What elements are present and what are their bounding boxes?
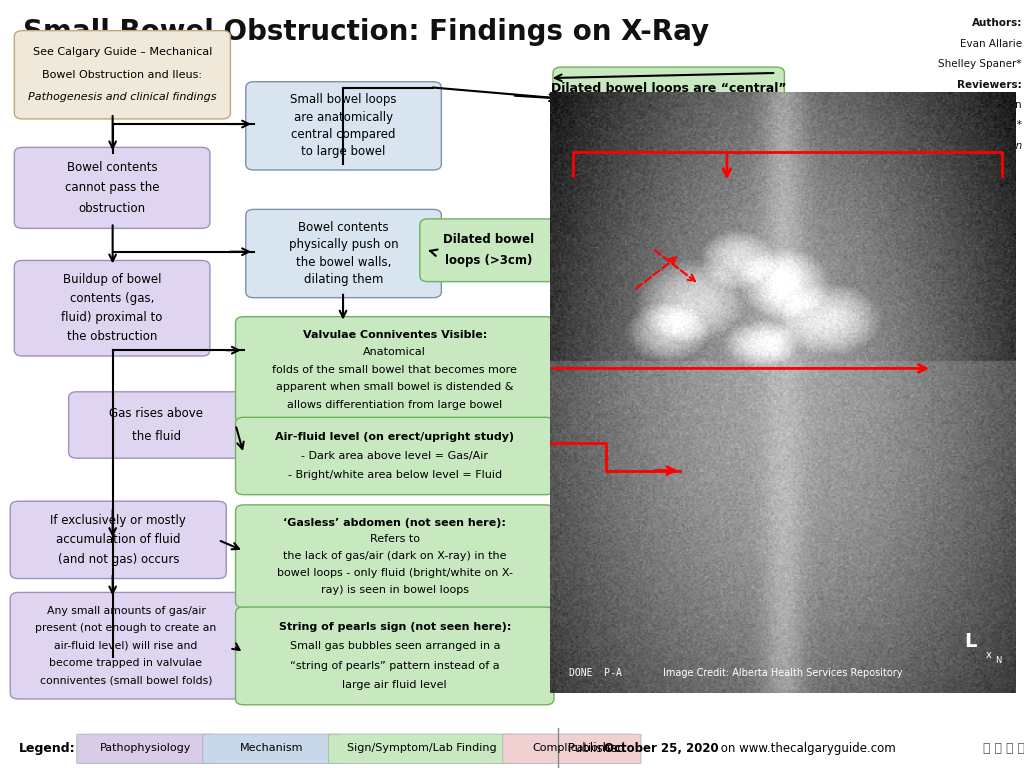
Text: Davis Maclean: Davis Maclean [946, 100, 1022, 110]
Text: bowel loops - only fluid (bright/white on X-: bowel loops - only fluid (bright/white o… [276, 568, 513, 578]
Text: Ⓒ ⓔ Ⓢ ⓞ: Ⓒ ⓔ Ⓢ ⓞ [983, 742, 1024, 754]
Text: x: x [985, 650, 991, 660]
FancyBboxPatch shape [77, 734, 215, 763]
Text: ‘Gasless’ abdomen (not seen here):: ‘Gasless’ abdomen (not seen here): [284, 518, 506, 528]
FancyBboxPatch shape [69, 392, 244, 458]
Text: the bowel walls,: the bowel walls, [296, 256, 391, 269]
Text: accumulation of fluid: accumulation of fluid [56, 534, 180, 546]
Text: to large bowel: to large bowel [301, 145, 386, 158]
Text: air-fluid level) will rise and: air-fluid level) will rise and [54, 641, 198, 650]
FancyBboxPatch shape [14, 31, 230, 119]
FancyBboxPatch shape [14, 260, 210, 356]
Text: - Bright/white area below level = Fluid: - Bright/white area below level = Fluid [288, 470, 502, 480]
Text: Any small amounts of gas/air: Any small amounts of gas/air [46, 605, 206, 616]
Text: Pathophysiology: Pathophysiology [100, 743, 191, 753]
FancyBboxPatch shape [503, 734, 641, 763]
FancyBboxPatch shape [553, 67, 784, 131]
Text: “string of pearls” pattern instead of a: “string of pearls” pattern instead of a [290, 660, 500, 670]
Text: on www.thecalgaryguide.com: on www.thecalgaryguide.com [717, 742, 896, 754]
Text: Yan Yu*: Yan Yu* [984, 121, 1022, 131]
FancyBboxPatch shape [236, 316, 554, 423]
Text: Small bowel loops: Small bowel loops [290, 93, 397, 106]
FancyBboxPatch shape [203, 734, 341, 763]
Text: Gas rises above: Gas rises above [110, 407, 203, 420]
Text: cannot pass the: cannot pass the [65, 181, 160, 194]
Text: are anatomically: are anatomically [294, 111, 393, 124]
Text: Published: Published [568, 742, 629, 754]
Text: present (not enough to create an: present (not enough to create an [35, 623, 217, 633]
Text: Air-fluid level (on erect/upright study): Air-fluid level (on erect/upright study) [275, 432, 514, 442]
FancyBboxPatch shape [10, 502, 226, 578]
Text: large air fluid level: large air fluid level [342, 680, 447, 690]
Text: Pathogenesis and clinical findings: Pathogenesis and clinical findings [28, 92, 217, 102]
Text: (and not gas) occurs: (and not gas) occurs [57, 553, 179, 566]
FancyBboxPatch shape [10, 592, 242, 699]
FancyBboxPatch shape [329, 734, 515, 763]
Text: Legend:: Legend: [18, 742, 75, 754]
Text: Bowel contents: Bowel contents [298, 221, 389, 234]
Text: physically push on: physically push on [289, 238, 398, 251]
Text: loops (>3cm): loops (>3cm) [444, 254, 532, 267]
Text: Evan Allarie: Evan Allarie [959, 38, 1022, 48]
Text: Small Bowel Obstruction: Findings on X-Ray: Small Bowel Obstruction: Findings on X-R… [23, 18, 709, 46]
Text: See Calgary Guide – Mechanical: See Calgary Guide – Mechanical [33, 48, 212, 58]
Text: DONE  P-A: DONE P-A [568, 667, 622, 677]
Text: dilating them: dilating them [304, 273, 383, 286]
FancyBboxPatch shape [236, 505, 554, 607]
Text: * MD at time of publication: * MD at time of publication [882, 141, 1022, 151]
Text: central compared: central compared [291, 128, 396, 141]
Text: Dilated bowel: Dilated bowel [443, 233, 534, 246]
Text: Small gas bubbles seen arranged in a: Small gas bubbles seen arranged in a [290, 641, 500, 651]
Text: conniventes (small bowel folds): conniventes (small bowel folds) [40, 676, 212, 686]
Text: Sign/Symptom/Lab Finding: Sign/Symptom/Lab Finding [347, 743, 497, 753]
Text: the obstruction: the obstruction [67, 330, 158, 343]
Text: L: L [965, 632, 977, 650]
Text: fluid) proximal to: fluid) proximal to [61, 311, 163, 324]
Text: If exclusively or mostly: If exclusively or mostly [50, 514, 186, 527]
Text: Anatomical: Anatomical [364, 347, 426, 357]
Text: apparent when small bowel is distended &: apparent when small bowel is distended & [276, 382, 513, 392]
Text: ray) is seen in bowel loops: ray) is seen in bowel loops [321, 585, 469, 595]
FancyBboxPatch shape [246, 81, 441, 170]
FancyBboxPatch shape [236, 607, 554, 705]
Text: Reviewers:: Reviewers: [957, 80, 1022, 90]
Text: allows differentiation from large bowel: allows differentiation from large bowel [287, 400, 503, 410]
Text: contents (gas,: contents (gas, [70, 292, 155, 305]
Text: Bowel Obstruction and Ileus:: Bowel Obstruction and Ileus: [42, 70, 203, 80]
FancyBboxPatch shape [14, 147, 210, 228]
Text: - Dark area above level = Gas/Air: - Dark area above level = Gas/Air [301, 451, 488, 461]
FancyBboxPatch shape [246, 210, 441, 298]
Text: Authors:: Authors: [972, 18, 1022, 28]
Text: N: N [995, 656, 1001, 665]
Text: the fluid: the fluid [132, 430, 180, 443]
Text: obstruction: obstruction [79, 202, 145, 215]
FancyBboxPatch shape [420, 219, 557, 282]
Text: Dilated bowel loops are “central”: Dilated bowel loops are “central” [551, 81, 786, 94]
Text: Complications: Complications [532, 743, 611, 753]
Text: in location on the x-ray: in location on the x-ray [588, 104, 750, 117]
Text: Bowel contents: Bowel contents [67, 161, 158, 174]
Text: Shelley Spaner*: Shelley Spaner* [938, 59, 1022, 69]
Text: String of pearls sign (not seen here):: String of pearls sign (not seen here): [279, 621, 511, 631]
FancyBboxPatch shape [236, 417, 554, 495]
Text: Valvulae Conniventes Visible:: Valvulae Conniventes Visible: [303, 329, 486, 339]
Text: Mechanism: Mechanism [240, 743, 304, 753]
Text: October 25, 2020: October 25, 2020 [604, 742, 719, 754]
Text: become trapped in valvulae: become trapped in valvulae [49, 658, 203, 668]
Text: folds of the small bowel that becomes more: folds of the small bowel that becomes mo… [272, 365, 517, 375]
Text: Image Credit: Alberta Health Services Repository: Image Credit: Alberta Health Services Re… [664, 667, 902, 677]
Text: Refers to: Refers to [370, 535, 420, 545]
Text: the lack of gas/air (dark on X-ray) in the: the lack of gas/air (dark on X-ray) in t… [283, 551, 507, 561]
Text: Buildup of bowel: Buildup of bowel [62, 273, 162, 286]
